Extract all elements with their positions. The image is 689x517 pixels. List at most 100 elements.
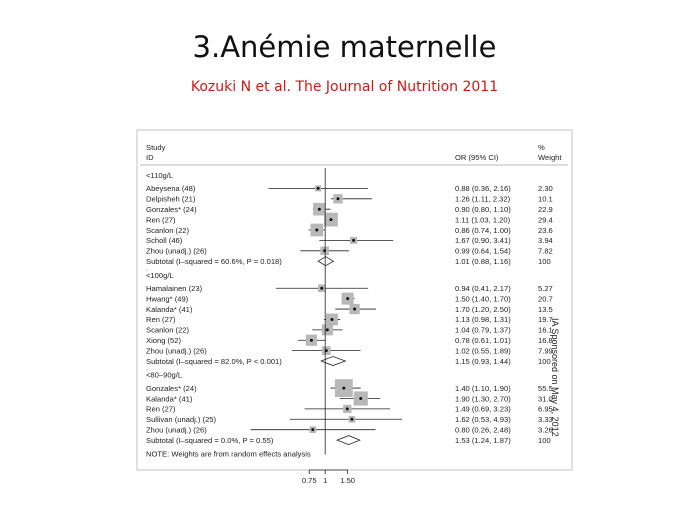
header-id: ID: [146, 153, 154, 162]
study-name: Gonzales* (24): [146, 205, 197, 214]
study-name: Scholl (46): [146, 236, 183, 245]
study-point: [323, 249, 327, 253]
study-weight: 16.1: [538, 326, 553, 335]
study-point: [320, 286, 324, 290]
study-name: Ren (27): [146, 315, 176, 324]
x-tick-label: 1: [323, 476, 327, 485]
study-weight: 20.7: [538, 294, 553, 303]
study-point: [350, 417, 354, 421]
study-point: [345, 407, 349, 411]
study-weight: 10.1: [538, 195, 553, 204]
study-name: Ren (27): [146, 405, 176, 414]
study-weight: 16.8: [538, 336, 553, 345]
group-separator: .: [146, 264, 148, 273]
subtotal-label: Subtotal (I–squared = 82.0%, P < 0.001): [146, 357, 282, 366]
study-or-ci: 1.11 (1.03, 1.20): [455, 215, 511, 224]
header-study: Study: [146, 143, 166, 152]
study-or-ci: 0.80 (0.26, 2.48): [455, 425, 511, 434]
study-or-ci: 0.90 (0.80, 1.10): [455, 205, 511, 214]
study-weight: 7.99: [538, 346, 553, 355]
study-point: [352, 238, 356, 242]
study-or-ci: 1.04 (0.79, 1.37): [455, 326, 511, 335]
study-or-ci: 0.94 (0.41, 2.17): [455, 284, 511, 293]
study-name: Zhou (unadj.) (26): [146, 346, 207, 355]
study-or-ci: 1.70 (1.20, 2.50): [455, 305, 511, 314]
study-weight: 3.33: [538, 415, 553, 424]
study-name: Kalanda* (41): [146, 394, 193, 403]
study-name: Delpisheh (21): [146, 195, 196, 204]
study-or-ci: 0.78 (0.61, 1.01): [455, 336, 511, 345]
study-point: [317, 207, 321, 211]
study-name: Scanlon (22): [146, 326, 190, 335]
study-point: [316, 186, 320, 190]
study-name: Ren (27): [146, 215, 176, 224]
study-point: [346, 297, 350, 301]
study-point: [309, 338, 313, 342]
study-name: Zhou (unadj.) (26): [146, 425, 207, 434]
study-weight: 5.27: [538, 284, 553, 293]
study-weight: 2.30: [538, 184, 553, 193]
subtotal-or-ci: 1.01 (0.88, 1.16): [455, 257, 511, 266]
study-name: Hwang* (49): [146, 294, 189, 303]
subtotal-label: Subtotal (I–squared = 0.0%, P = 0.55): [146, 436, 274, 445]
study-or-ci: 1.02 (0.55, 1.89): [455, 346, 511, 355]
subtotal-weight: 100: [538, 257, 551, 266]
study-weight: 13.5: [538, 305, 553, 314]
study-weight: 31.0: [538, 394, 553, 403]
study-point: [342, 386, 346, 390]
study-weight: 3.94: [538, 236, 553, 245]
x-tick-label: 0.75: [302, 476, 317, 485]
study-or-ci: 1.40 (1.10, 1.90): [455, 384, 511, 393]
study-weight: 23.6: [538, 226, 553, 235]
header-percent: %: [538, 143, 545, 152]
study-or-ci: 0.88 (0.36, 2.16): [455, 184, 511, 193]
study-point: [329, 218, 333, 222]
study-point: [315, 228, 319, 232]
study-weight: 22.9: [538, 205, 553, 214]
study-weight: 29.4: [538, 215, 553, 224]
study-weight: 7.82: [538, 247, 553, 256]
study-weight: 19.7: [538, 315, 553, 324]
study-point: [359, 396, 363, 400]
group-label: <100g/L: [146, 271, 174, 280]
subtotal-weight: 100: [538, 357, 551, 366]
study-or-ci: 1.13 (0.98, 1.31): [455, 315, 511, 324]
study-or-ci: 0.86 (0.74, 1.00): [455, 226, 511, 235]
group-label: <80–90g/L: [146, 371, 182, 380]
study-or-ci: 0.99 (0.64, 1.54): [455, 247, 511, 256]
weights-note: NOTE: Weights are from random effects an…: [146, 449, 311, 458]
study-or-ci: 1.62 (0.53, 4.93): [455, 415, 511, 424]
study-or-ci: 1.50 (1.40, 1.70): [455, 294, 511, 303]
x-tick-label: 1.50: [340, 476, 355, 485]
study-or-ci: 1.67 (0.90, 3.41): [455, 236, 511, 245]
group-separator: .: [146, 363, 148, 372]
subtotal-diamond: [335, 435, 361, 446]
study-name: Sullivan (unadj.) (25): [146, 415, 217, 424]
study-point: [311, 428, 315, 432]
study-name: Hamalainen (23): [146, 284, 203, 293]
study-name: Kalanda* (41): [146, 305, 193, 314]
subtotal-diamond: [320, 356, 347, 366]
study-point: [336, 197, 340, 201]
subtotal-or-ci: 1.15 (0.93, 1.44): [455, 357, 511, 366]
slide-title: 3.Anémie maternelle: [192, 30, 497, 64]
study-point: [330, 317, 334, 321]
study-or-ci: 1.26 (1.11, 2.32): [455, 195, 511, 204]
study-or-ci: 1.49 (0.69, 3.23): [455, 405, 511, 414]
study-point: [353, 307, 357, 311]
header-weight: Weight: [538, 153, 562, 162]
subtotal-diamond: [317, 256, 335, 267]
slide-subtitle: Kozuki N et al. The Journal of Nutrition…: [190, 79, 499, 95]
study-point: [325, 328, 329, 332]
plot-frame: [136, 129, 573, 471]
study-weight: 55.5: [538, 384, 553, 393]
subtotal-or-ci: 1.53 (1.24, 1.87): [455, 436, 511, 445]
study-or-ci: 1.90 (1.30, 2.70): [455, 394, 511, 403]
subtotal-weight: 100: [538, 436, 551, 445]
study-name: Gonzales* (24): [146, 384, 197, 393]
study-name: Scanlon (22): [146, 226, 190, 235]
study-name: Zhou (unadj.) (26): [146, 247, 207, 256]
study-weight: 6.95: [538, 405, 553, 414]
group-label: <110g/L: [146, 171, 173, 180]
